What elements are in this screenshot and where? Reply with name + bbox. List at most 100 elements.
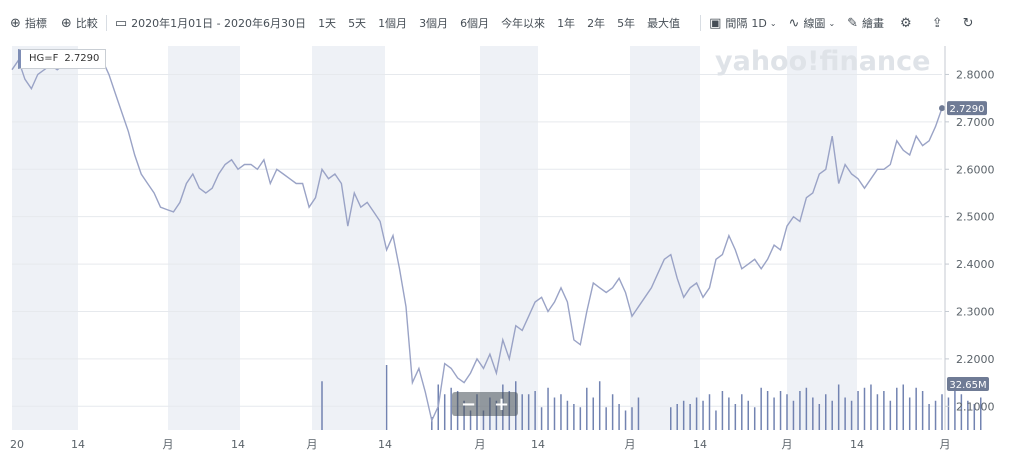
volume-bar <box>637 397 640 430</box>
volume-bar <box>792 400 795 430</box>
volume-bar <box>902 384 904 430</box>
volume-bar <box>941 394 943 430</box>
range-button-7[interactable]: 2年 <box>587 17 606 30</box>
x-tick-label: 月 <box>475 438 486 451</box>
volume-bar <box>321 381 323 430</box>
range-button-4[interactable]: 6個月 <box>460 17 490 30</box>
toolbar-divider <box>105 15 107 31</box>
legend-value: 2.7290 <box>64 53 100 64</box>
volume-bar <box>980 397 982 430</box>
range-button-9[interactable]: 最大值 <box>647 17 681 30</box>
settings-button[interactable]: ⚙ <box>900 12 916 34</box>
volume-bar <box>702 400 704 430</box>
volume-bar <box>967 400 969 430</box>
volume-bar <box>921 391 924 430</box>
volume-bar <box>947 397 950 430</box>
volume-bar <box>889 400 892 430</box>
volume-bar <box>579 407 582 430</box>
zoom-in-button[interactable]: + <box>493 393 510 415</box>
indicators-label: 指標 <box>24 17 47 30</box>
chart-type-dropdown[interactable]: ∿ 線圖 ⌄ <box>789 12 836 34</box>
interval-dropdown[interactable]: ▣ 間隔 1D ⌄ <box>709 12 776 34</box>
pencil-icon: ✎ <box>847 15 859 31</box>
volume-bar <box>773 397 775 430</box>
volume-bar <box>540 407 543 430</box>
date-range-button[interactable]: ▭ 2020年1月01日 - 2020年6月30日 <box>115 12 306 34</box>
x-axis: 20 14 月 14 月 14 月 14 月 14 月 14 月 <box>10 438 951 451</box>
volume-bar <box>631 407 633 430</box>
compare-button[interactable]: ⊕ 比較 <box>61 12 98 34</box>
volume-bar <box>598 381 601 430</box>
volume-bar <box>741 394 743 430</box>
range-selector: 1天 5天 1個月 3個月 6個月 今年以來 1年 2年 5年 最大值 <box>318 12 692 34</box>
volume-bar <box>753 407 756 430</box>
volume-bar <box>786 394 788 430</box>
y-tick-label: 2.8000 <box>956 68 995 81</box>
volume-bar <box>870 384 872 430</box>
volume-bar <box>799 391 801 430</box>
y-tick-label: 2.6000 <box>956 163 995 176</box>
plus-circle-icon: ⊕ <box>60 15 72 31</box>
volume-bar <box>934 400 937 430</box>
interval-value: 1D <box>751 16 767 30</box>
volume-bar <box>682 400 685 430</box>
range-button-8[interactable]: 5年 <box>617 17 636 30</box>
range-button-6[interactable]: 1年 <box>557 17 576 30</box>
volume-bar <box>850 400 853 430</box>
zoom-out-button[interactable]: − <box>460 393 477 415</box>
share-button[interactable]: ⇪ <box>932 12 947 34</box>
volume-bar <box>482 410 485 430</box>
y-tick-label: 2.7000 <box>956 116 995 129</box>
month-band <box>312 46 385 430</box>
price-series-line <box>11 49 943 423</box>
volume-bar <box>883 391 885 430</box>
indicators-button[interactable]: ⊕ 指標 <box>10 12 47 34</box>
range-button-5[interactable]: 今年以來 <box>501 17 546 30</box>
volume-bar <box>973 404 976 430</box>
interval-label: 間隔 <box>725 17 748 30</box>
range-button-2[interactable]: 1個月 <box>378 17 408 30</box>
y-tick-label: 2.5000 <box>956 211 995 224</box>
range-button-1[interactable]: 5天 <box>348 17 367 30</box>
price-badge-text: 2.7290 <box>950 104 985 115</box>
x-tick-label: 月 <box>163 438 174 451</box>
range-button-3[interactable]: 3個月 <box>419 17 449 30</box>
volume-bar <box>766 391 769 430</box>
volume-bar <box>857 391 859 430</box>
price-chart[interactable]: yahoo!finance 2.8000 2.7000 2.6000 2.5000 2.… <box>0 46 1024 462</box>
draw-button[interactable]: ✎ 繪畫 <box>847 12 884 34</box>
x-tick-label: 月 <box>940 438 951 451</box>
zoom-controls: − + <box>452 392 518 416</box>
x-tick-label: 14 <box>693 438 707 451</box>
volume-bar <box>547 387 549 430</box>
candlestick-icon: ▣ <box>709 15 722 31</box>
volume-bar <box>469 410 472 430</box>
volume-bar <box>779 391 782 430</box>
volume-badge: 32.65M <box>947 377 989 391</box>
volume-bar <box>818 404 821 430</box>
range-button-0[interactable]: 1天 <box>318 17 337 30</box>
refresh-icon: ↻ <box>962 15 974 31</box>
yahoo-finance-watermark: yahoo!finance <box>715 46 930 77</box>
x-tick-label: 月 <box>782 438 793 451</box>
volume-bar <box>747 400 749 430</box>
x-tick-label: 20 <box>10 438 24 451</box>
volume-bar <box>624 410 627 430</box>
gear-icon: ⚙ <box>900 15 912 31</box>
toolbar-divider <box>700 15 702 31</box>
calendar-icon: ▭ <box>114 15 128 31</box>
volume-bar <box>566 400 569 430</box>
date-range-label: 2020年1月01日 - 2020年6月30日 <box>131 17 307 30</box>
volume-bar <box>863 387 866 430</box>
share-icon: ⇪ <box>931 15 943 31</box>
month-band <box>630 46 700 430</box>
volume-bar <box>721 391 724 430</box>
volume-bar <box>837 384 840 430</box>
chart-toolbar: ⊕ 指標 ⊕ 比較 ▭ 2020年1月01日 - 2020年6月30日 1天 5天… <box>0 0 1024 46</box>
volume-bar <box>715 410 717 430</box>
x-tick-label: 14 <box>531 438 545 451</box>
x-tick-label: 14 <box>71 438 85 451</box>
y-axis: 2.8000 2.7000 2.6000 2.5000 2.4000 2.3000 2.20… <box>944 46 995 430</box>
reset-button[interactable]: ↻ <box>963 12 978 34</box>
month-band <box>480 46 538 430</box>
